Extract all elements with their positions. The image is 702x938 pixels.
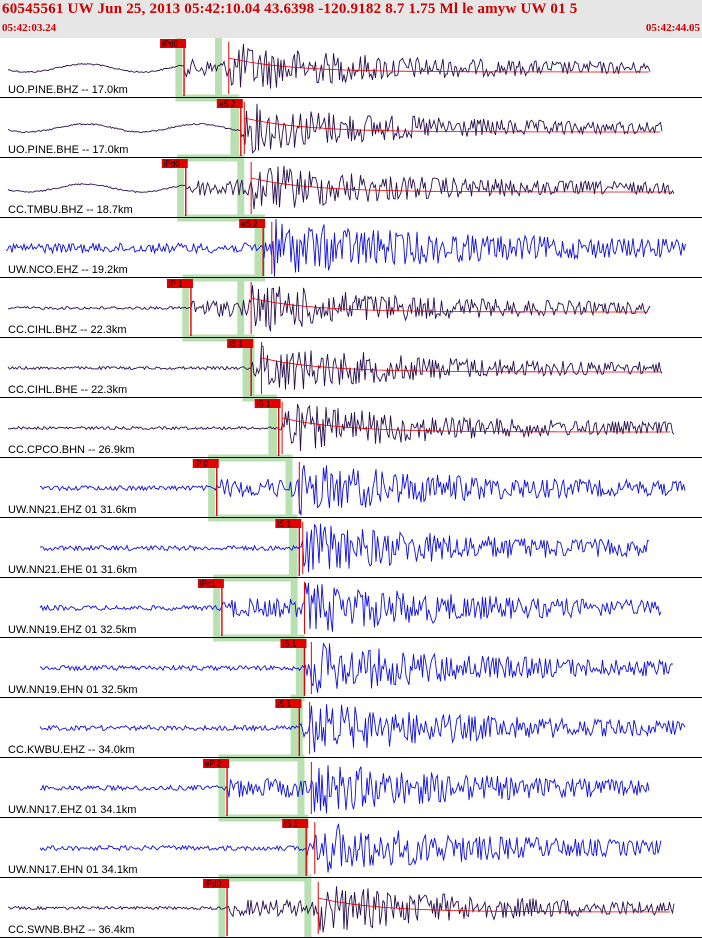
pick-label-box <box>160 39 187 48</box>
coda-curve <box>318 897 671 913</box>
pick-label-box <box>203 879 230 888</box>
waveform-trace <box>7 404 675 452</box>
station-label: CC.CPCO.BHN -- 26.9km <box>8 444 135 456</box>
station-label: CC.CIHL.BHE -- 22.3km <box>8 384 127 396</box>
pick-label: iPd0 <box>162 40 179 49</box>
pick-label-box <box>197 579 224 588</box>
pick-label: iP 0 <box>195 460 209 469</box>
coda-curve <box>244 117 661 133</box>
waveform-trace <box>39 582 662 632</box>
station-label: UW.NN21.EHE 01 31.6km <box>8 564 137 576</box>
moveout-bands <box>175 38 312 938</box>
start-time: 05:42:03.24 <box>2 22 57 34</box>
header-bar: 60545561 UW Jun 25, 2013 05:42:10.04 43.… <box>0 0 702 38</box>
pick-label: iS 1 <box>257 400 271 409</box>
waveform-trace <box>7 165 675 210</box>
waveform-trace <box>5 218 686 277</box>
coda-curve <box>251 177 672 193</box>
waveform-trace <box>39 765 650 814</box>
station-label: CC.SWNB.BHZ -- 36.4km <box>8 924 135 936</box>
station-label: UW.NN19.EHN 01 32.5km <box>8 684 138 696</box>
seismogram-plot: iPd0 eS 2 iPd0 eS 2 iP 1 iS 1 iS 1 iP 0 iS 1 iPc1… <box>0 38 702 938</box>
station-label: CC.KWBU.EHZ -- 34.0km <box>8 744 135 756</box>
station-label: UW.NN17.EHN 01 34.1km <box>8 864 138 876</box>
waveform-trace <box>7 43 651 89</box>
pick-label-box <box>254 399 281 408</box>
station-label: UW.NN19.EHZ 01 32.5km <box>8 624 136 636</box>
pick-label-box <box>166 279 193 288</box>
end-time: 05:42:44.05 <box>645 22 700 34</box>
pick-label: iPd0 <box>164 160 181 169</box>
pick-label-box <box>227 339 254 348</box>
station-label: UO.PINE.BHE -- 17.0km <box>8 144 128 156</box>
coda-curve <box>228 57 649 73</box>
pick-label-box <box>280 639 307 648</box>
pick-label: eP 2 <box>205 760 222 769</box>
pick-label-box <box>239 219 266 228</box>
waveform-trace <box>39 704 686 753</box>
waveform-trace <box>39 823 662 873</box>
station-label: UW.NN17.EHZ 01 34.1km <box>8 804 136 816</box>
pick-label: iS 1 <box>277 520 291 529</box>
coda-curve <box>261 357 662 373</box>
waveform-trace <box>7 886 675 933</box>
station-label: UW.NCO.EHZ -- 19.2km <box>8 264 128 276</box>
station-label: CC.TMBU.BHZ -- 18.7km <box>8 204 133 216</box>
pick-label-box <box>203 759 230 768</box>
pick-label-box <box>192 459 219 468</box>
pick-label: iP 1 <box>169 280 183 289</box>
pick-label: iS 1 <box>277 700 291 709</box>
pick-label-box <box>282 819 309 828</box>
station-label: UW.NN21.EHZ 01 31.6km <box>8 504 136 516</box>
pick-label: iS 1 <box>229 340 243 349</box>
pick-label-box <box>275 519 302 528</box>
waveform-trace <box>7 345 663 390</box>
pick-label-box <box>161 159 188 168</box>
waveform-trace <box>39 642 674 693</box>
waveform-trace <box>7 103 663 154</box>
phase-picks: iPd0 eS 2 iPd0 eS 2 iP 1 iS 1 iS 1 iP 0 iS 1 iPc1… <box>160 39 319 936</box>
pick-label: iS 1 <box>282 640 296 649</box>
waveform-traces <box>5 43 686 933</box>
coda-curve <box>251 297 648 313</box>
waveform-trace <box>7 285 651 332</box>
waveform-trace <box>39 523 650 573</box>
station-label: UO.PINE.BHZ -- 17.0km <box>8 84 128 96</box>
pick-label-box <box>275 699 302 708</box>
event-title: 60545561 UW Jun 25, 2013 05:42:10.04 43.… <box>2 1 578 17</box>
pick-label: eS 2 <box>241 220 258 229</box>
pick-label: iPd0 <box>205 880 222 889</box>
pick-label: iPc1 <box>200 580 216 589</box>
station-label: CC.CIHL.BHZ -- 22.3km <box>8 324 127 336</box>
station-labels: UO.PINE.BHZ -- 17.0km UO.PINE.BHE -- 17.0… <box>8 84 138 936</box>
waveform-trace <box>39 464 686 516</box>
coda-curve <box>282 417 671 433</box>
pick-label: iS 1 <box>284 820 298 829</box>
pick-label-box <box>216 99 243 108</box>
pick-label: eS 2 <box>219 100 236 109</box>
